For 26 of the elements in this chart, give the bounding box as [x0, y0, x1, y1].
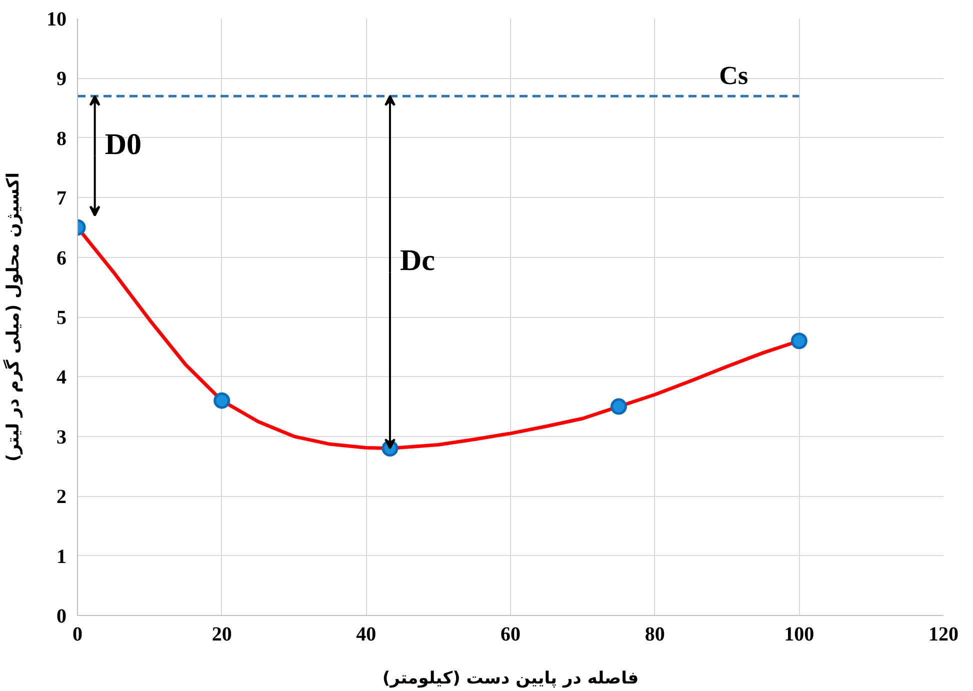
- y-tick-label: 4: [56, 366, 66, 389]
- x-tick-label: 60: [500, 624, 520, 646]
- x-tick-label: 100: [784, 624, 814, 646]
- x-tick-label: 20: [212, 624, 232, 646]
- annotation: Dc: [400, 244, 435, 278]
- point: [610, 398, 627, 415]
- y-tick-label: 0: [56, 606, 66, 628]
- x-tick-label: 0: [72, 624, 82, 646]
- y-tick-label: 9: [56, 68, 66, 90]
- y-tick-label: 2: [56, 486, 66, 508]
- y-axis-title: اکسیژن محلول (میلی گرم در لیتر): [2, 172, 24, 462]
- ref-line-label: Cs: [719, 61, 748, 90]
- x-tick-label: 120: [928, 624, 958, 646]
- annotation: D0: [104, 128, 142, 161]
- y-tick-label: 7: [56, 188, 66, 210]
- x-tick-label: 40: [356, 624, 376, 646]
- y-tick-label: 10: [46, 8, 66, 30]
- y-tick-label: 3: [56, 426, 66, 448]
- x-tick-label: 80: [644, 624, 665, 646]
- x-axis-title: فاصله در پایین دست (کیلومتر): [382, 668, 639, 688]
- point: [214, 392, 230, 409]
- y-tick-label: 6: [56, 247, 66, 270]
- y-tick-label: 5: [56, 307, 66, 329]
- point: [790, 332, 808, 350]
- y-tick-label: 8: [56, 128, 66, 150]
- y-tick-label: 1: [56, 546, 66, 568]
